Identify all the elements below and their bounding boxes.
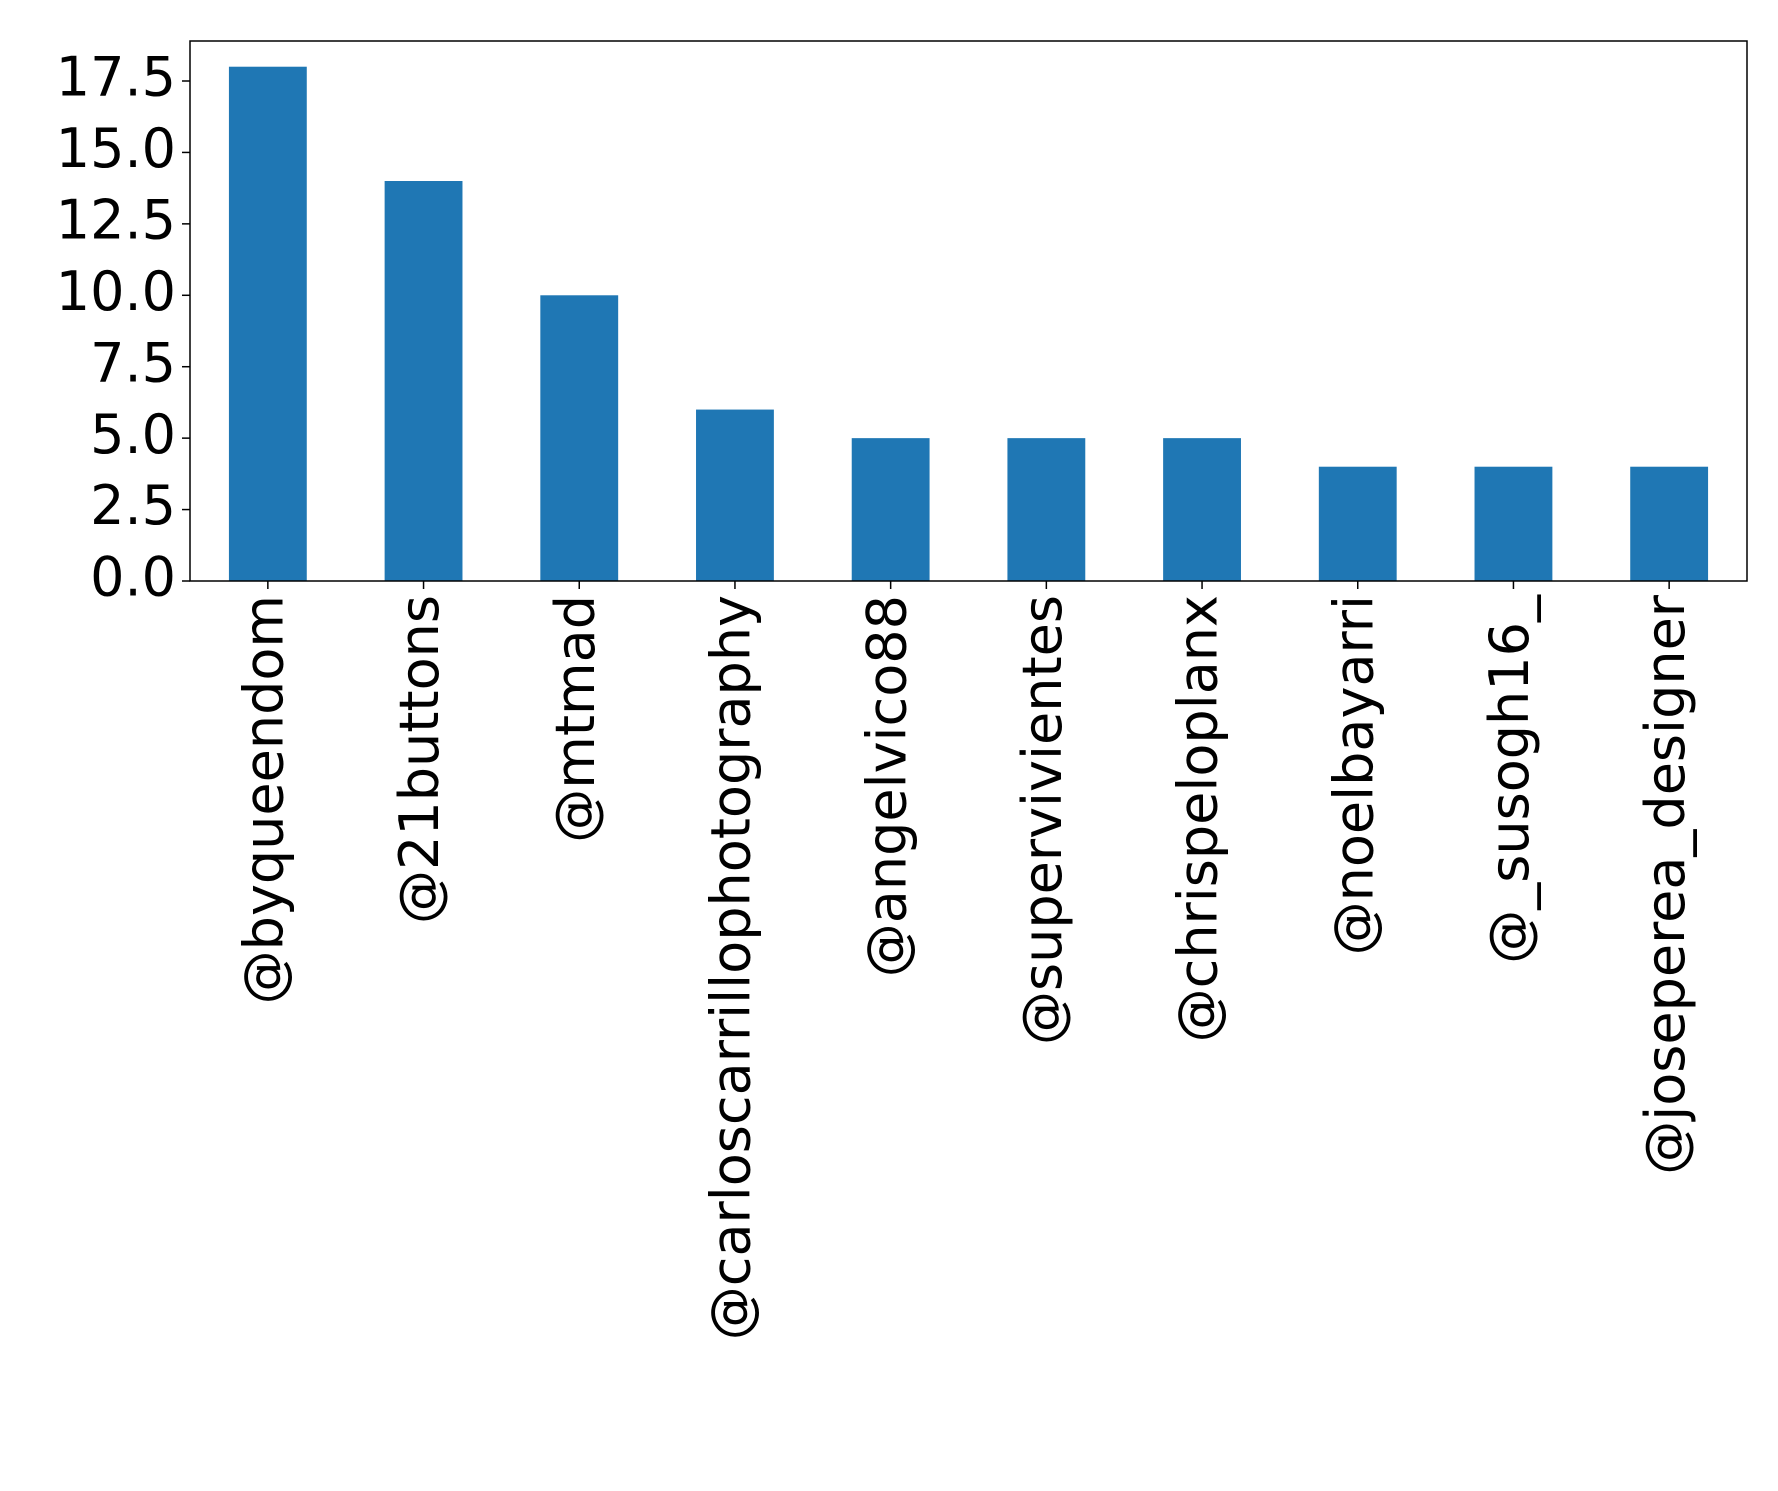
x-tick-label: @supervivientes [1011,595,1074,1045]
x-tick-label: @_susogh16_ [1478,594,1541,964]
bar [384,181,463,581]
x-tick-label: @noelbayarri [1322,595,1385,955]
x-tick-label: @21buttons [388,595,451,924]
x-tick-label: @joseperea_designer [1634,594,1697,1175]
y-tick-label: 5.0 [90,403,176,466]
bar [1318,466,1397,581]
y-tick-label: 15.0 [56,117,176,180]
y-tick-label: 0.0 [90,546,176,609]
y-tick-label: 10.0 [56,260,176,323]
bar [540,295,619,581]
bar [228,66,307,581]
x-tick-label: @byqueendom [232,595,295,1004]
y-tick-label: 17.5 [56,46,176,109]
x-tick-label: @mtmad [544,595,607,843]
x-tick-label: @carloscarrillophotography [700,595,763,1340]
plot-frame [189,40,1748,582]
bar [1163,438,1241,581]
bar [1007,438,1086,581]
bar [851,438,930,581]
y-tick-label: 2.5 [90,474,176,537]
x-tick-label: @chrispeloplanx [1167,595,1230,1042]
y-tick-label: 7.5 [90,331,176,394]
bar [696,409,774,581]
bar [1474,466,1553,581]
y-tick-label: 12.5 [56,188,176,251]
bar [1630,466,1709,581]
x-tick-label: @angelvico88 [855,595,918,977]
